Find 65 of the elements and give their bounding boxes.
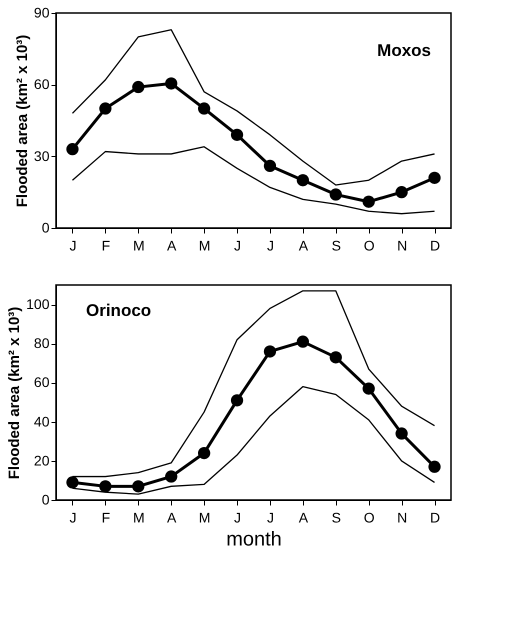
annotation: Moxos [377, 41, 431, 60]
point [428, 460, 441, 473]
point [396, 427, 408, 440]
x-tick-label: N [397, 238, 408, 254]
x-tick-label: J [234, 510, 242, 526]
point [230, 394, 244, 406]
annotation: Orinoco [86, 301, 152, 320]
point [165, 77, 178, 90]
x-tick-label: J [69, 510, 76, 526]
point [264, 345, 276, 358]
point [230, 128, 244, 141]
point [428, 172, 441, 184]
x-tick-label: M [198, 238, 210, 254]
y-axis-title: Flooded area (km² x 10³) [14, 34, 31, 208]
x-tick-label: J [266, 510, 274, 526]
x-tick-label: J [69, 238, 76, 254]
point [362, 196, 375, 208]
x-tick-label: A [298, 510, 309, 526]
y-tick-label: 80 [34, 335, 50, 352]
line-series [72, 29, 436, 186]
y-tick-label: 60 [34, 76, 50, 92]
y-tick-label: 30 [34, 148, 50, 164]
x-tick-label: A [298, 238, 309, 254]
y-tick-label: 20 [34, 452, 50, 468]
x-tick-label: O [364, 238, 375, 254]
point [66, 143, 79, 156]
point [296, 174, 309, 186]
x-tick-label: F [102, 238, 110, 254]
x-axis-title: month [226, 528, 282, 550]
y-tick-label: 60 [34, 374, 50, 390]
y-tick-label: 0 [42, 492, 50, 508]
point [165, 470, 178, 483]
x-tick-label: A [167, 238, 178, 254]
point [330, 351, 342, 364]
point [264, 160, 276, 172]
x-tick-label: J [234, 238, 242, 254]
x-tick-label: D [430, 238, 440, 254]
x-tick-label: M [132, 510, 145, 526]
point [132, 80, 144, 94]
x-tick-label: F [102, 510, 110, 526]
line-series [72, 146, 436, 214]
x-tick-label: O [364, 510, 375, 526]
point [198, 102, 210, 115]
x-tick-label: M [198, 510, 210, 526]
x-tick-label: N [397, 510, 408, 526]
point [66, 476, 79, 489]
y-tick-label: 40 [34, 413, 50, 430]
x-tick-label: M [132, 238, 145, 254]
x-tick-label: D [430, 510, 440, 526]
x-tick-label: A [167, 510, 178, 526]
x-tick-label: S [332, 510, 341, 526]
y-tick-label: 0 [42, 220, 50, 236]
point [330, 188, 342, 201]
x-tick-label: J [266, 238, 274, 254]
y-tick-label: 90 [34, 4, 50, 20]
point [198, 446, 210, 460]
point [99, 102, 112, 115]
point [132, 480, 144, 492]
x-tick-label: S [332, 238, 341, 254]
point [99, 480, 112, 492]
point [296, 336, 309, 348]
point [396, 186, 408, 198]
y-tick-label: 100 [26, 296, 50, 312]
y-axis-title: Flooded area (km² x 10³) [6, 306, 24, 480]
point [362, 382, 375, 395]
